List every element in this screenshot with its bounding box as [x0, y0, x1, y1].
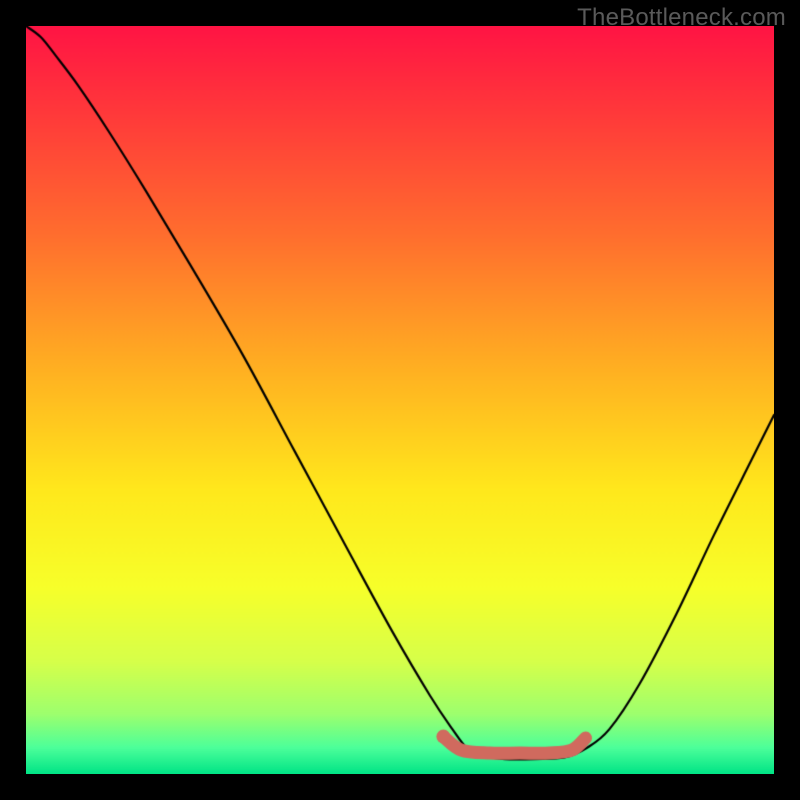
plot-canvas: [26, 26, 774, 774]
chart-frame: TheBottleneck.com: [0, 0, 800, 800]
plot-area: [26, 26, 774, 774]
watermark-text: TheBottleneck.com: [577, 4, 786, 32]
